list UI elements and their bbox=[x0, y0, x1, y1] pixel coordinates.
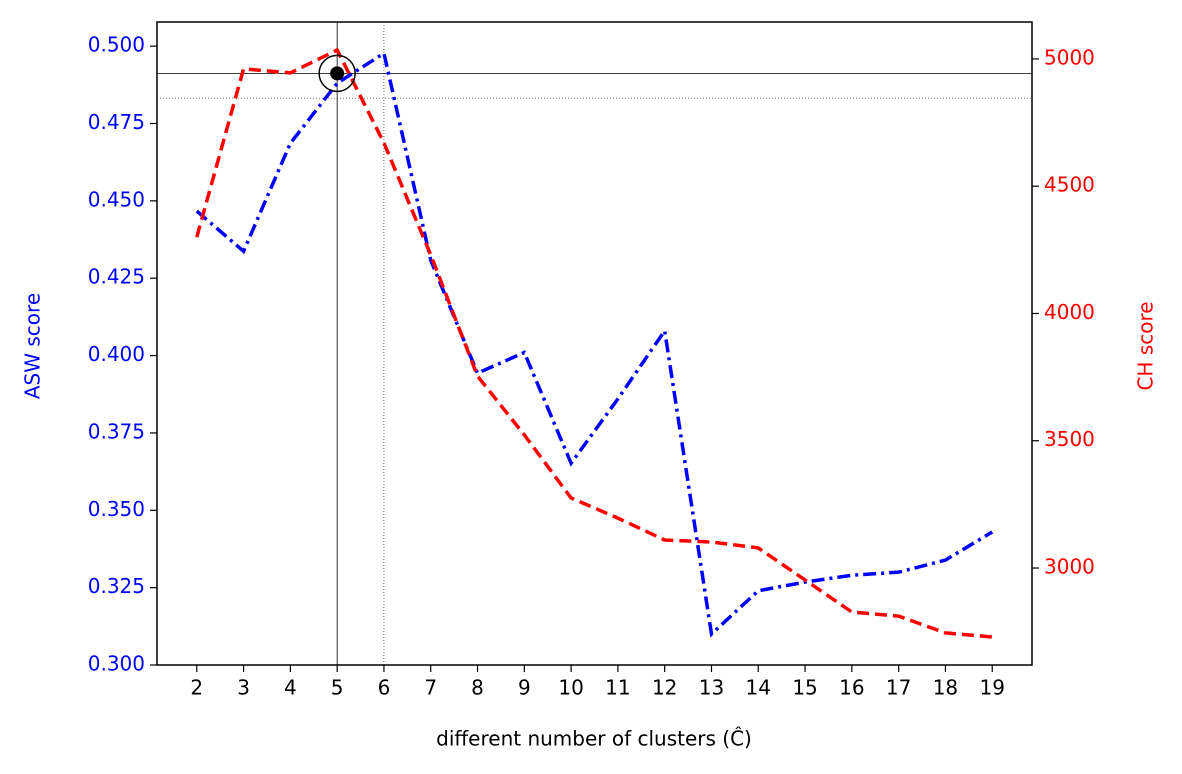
y-axis-label: ASW score bbox=[21, 293, 45, 399]
x-tick-label: 8 bbox=[471, 676, 484, 700]
x-tick-label: 4 bbox=[284, 676, 297, 700]
x-tick-label: 3 bbox=[237, 676, 250, 700]
y-tick-label: 0.350 bbox=[88, 497, 145, 521]
x-tick-label: 18 bbox=[933, 676, 958, 700]
x-tick-label: 11 bbox=[605, 676, 630, 700]
x-tick-label: 17 bbox=[886, 676, 911, 700]
y2-tick-label: 5000 bbox=[1044, 45, 1095, 69]
x-tick-label: 19 bbox=[980, 676, 1005, 700]
x-tick-label: 10 bbox=[558, 676, 583, 700]
y2-tick-label: 3500 bbox=[1044, 427, 1095, 451]
y-tick-label: 0.375 bbox=[88, 419, 145, 443]
x-tick-label: 12 bbox=[652, 676, 677, 700]
y-tick-label: 0.425 bbox=[88, 265, 145, 289]
x-tick-label: 15 bbox=[792, 676, 817, 700]
plot-frame bbox=[156, 21, 1033, 666]
x-tick-label: 16 bbox=[839, 676, 864, 700]
y-tick-label: 0.475 bbox=[88, 110, 145, 134]
marker-ring bbox=[318, 54, 356, 93]
y-tick-label: 0.400 bbox=[88, 342, 145, 366]
y-tick-label: 0.300 bbox=[88, 652, 145, 676]
x-tick-label: 9 bbox=[518, 676, 531, 700]
x-tick-label: 13 bbox=[699, 676, 724, 700]
marker-dot bbox=[330, 66, 345, 81]
y2-tick-label: 4500 bbox=[1044, 173, 1095, 197]
y-tick-label: 0.325 bbox=[88, 574, 145, 598]
x-tick-label: 7 bbox=[424, 676, 437, 700]
x-tick-label: 2 bbox=[190, 676, 203, 700]
x-tick-label: 6 bbox=[378, 676, 391, 700]
series-line bbox=[195, 47, 993, 639]
series-line bbox=[195, 50, 994, 638]
y2-axis-label: CH score bbox=[1134, 301, 1158, 390]
y2-tick-label: 3000 bbox=[1044, 555, 1095, 579]
y2-tick-label: 4000 bbox=[1044, 300, 1095, 324]
x-axis-label: different number of clusters (Ĉ) bbox=[436, 727, 752, 751]
y-tick-label: 0.450 bbox=[88, 187, 145, 211]
y-tick-label: 0.500 bbox=[88, 33, 145, 57]
x-tick-label: 14 bbox=[746, 676, 771, 700]
x-tick-label: 5 bbox=[331, 676, 344, 700]
